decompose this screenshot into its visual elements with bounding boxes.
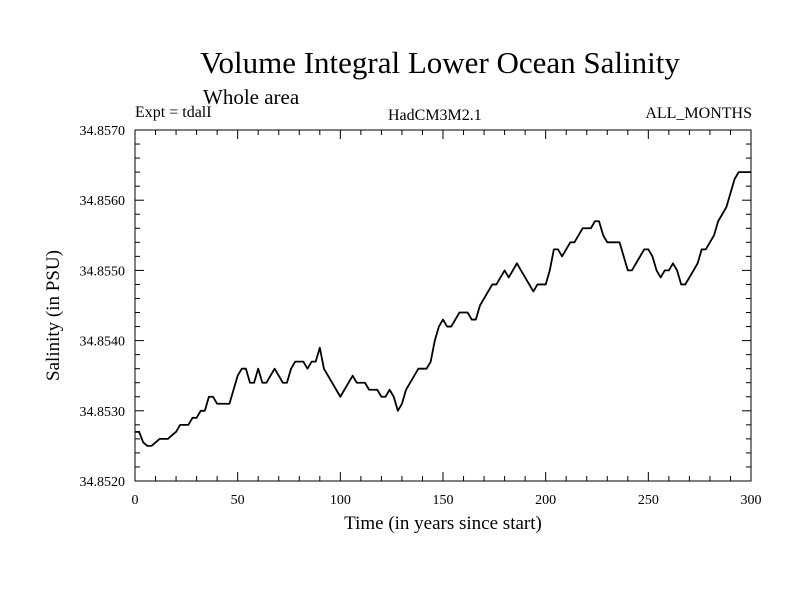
y-tick-label: 34.8520: [80, 475, 126, 490]
x-tick-label: 50: [231, 493, 245, 508]
x-tick-label: 150: [433, 493, 454, 508]
salinity-line: [135, 171, 751, 447]
y-tick-label: 34.8530: [80, 405, 126, 420]
x-tick-label: 300: [741, 493, 762, 508]
series-group: [135, 171, 751, 447]
y-tick-label: 34.8560: [80, 194, 126, 209]
y-tick-label: 34.8570: [80, 124, 126, 139]
y-tick-label: 34.8540: [80, 335, 126, 350]
x-axis-title: Time (in years since start): [344, 513, 542, 534]
x-tick-label: 0: [132, 493, 139, 508]
chart-title: Volume Integral Lower Ocean Salinity: [200, 45, 680, 80]
x-tick-label: 250: [638, 493, 659, 508]
chart-subtitle: Whole area: [203, 85, 300, 109]
model-label: HadCM3M2.1: [388, 107, 482, 124]
x-tick-label: 100: [330, 493, 351, 508]
plot-frame: [134, 129, 752, 482]
experiment-label: Expt = tdalI: [135, 104, 212, 121]
y-axis-title: Salinity (in PSU): [43, 250, 64, 381]
tick-labels: 0 50 100 150 200 250 300 34.8520 34.8530 34.8540 3…: [80, 124, 762, 508]
tick-marks: [134, 129, 752, 482]
y-tick-label: 34.8550: [80, 264, 126, 279]
x-tick-label: 200: [535, 493, 556, 508]
months-label: ALL_MONTHS: [645, 105, 752, 122]
